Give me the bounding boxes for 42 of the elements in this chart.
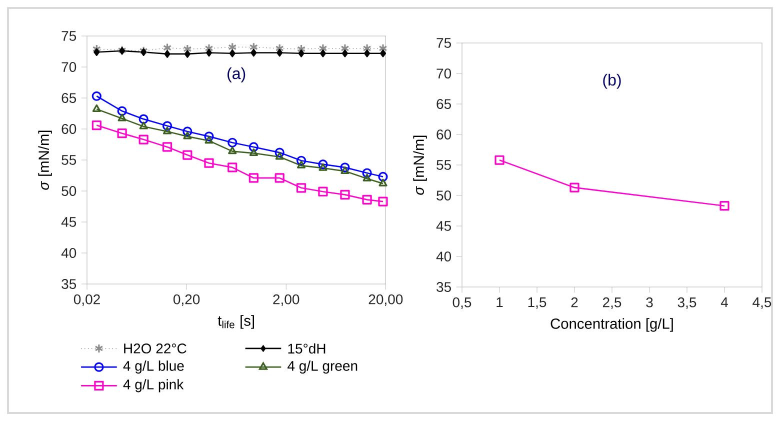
y-tick-label: 45 bbox=[436, 221, 452, 231]
x-tick-label: 4,5 bbox=[752, 297, 772, 309]
y-tick-label: 75 bbox=[436, 38, 452, 48]
x-tick-label: 3 bbox=[646, 297, 653, 308]
x-tick-label: 3,5 bbox=[678, 297, 696, 309]
x-tick-label: 0,20 bbox=[173, 294, 200, 306]
y-tick-label: 40 bbox=[61, 248, 76, 258]
y-tick-label: 35 bbox=[62, 279, 76, 289]
x-axis-title: Concentration [g/L] bbox=[550, 318, 673, 332]
y-tick-label: 40 bbox=[436, 252, 452, 262]
x-tick-label: 1,5 bbox=[528, 297, 546, 309]
y-tick-label: 70 bbox=[436, 68, 452, 78]
text: (a) bbox=[228, 67, 246, 82]
y-tick-label: 65 bbox=[436, 99, 452, 109]
legend-label: 4 g/L pink bbox=[123, 379, 184, 392]
y-tick-label: 75 bbox=[62, 31, 76, 41]
x-tick-label: 2 bbox=[571, 297, 578, 308]
y-tick-label: 55 bbox=[62, 155, 76, 165]
x-axis-title: t$_{life}$ [s] bbox=[218, 315, 254, 329]
y-tick-label: 55 bbox=[436, 160, 452, 170]
legend-label: 15°dH bbox=[288, 343, 326, 354]
y-tick-label: 65 bbox=[62, 93, 76, 103]
legend-label: H2O 22°C bbox=[124, 344, 186, 354]
x-tick-label: 1 bbox=[496, 297, 503, 308]
y-axis-title: σ [mN/m] bbox=[413, 136, 427, 195]
x-tick-label: 4 bbox=[720, 297, 728, 308]
text: (b) bbox=[603, 74, 621, 89]
y-tick-label: 45 bbox=[61, 217, 76, 227]
x-tick-label: 20,00 bbox=[368, 294, 403, 306]
y-tick-label: 50 bbox=[62, 186, 76, 196]
y-tick-label: 70 bbox=[62, 62, 76, 72]
y-tick-label: 60 bbox=[62, 124, 76, 134]
x-tick-label: 0,02 bbox=[74, 294, 100, 306]
x-tick-label: 2,5 bbox=[602, 297, 622, 309]
x-tick-label: 0,5 bbox=[452, 297, 472, 309]
y-tick-label: 50 bbox=[436, 190, 452, 200]
y-tick-label: 60 bbox=[436, 130, 452, 140]
legend-label: 4 g/L blue bbox=[123, 360, 184, 374]
x-tick-label: 2,00 bbox=[273, 294, 300, 306]
y-axis-title: σ [mN/m] bbox=[38, 130, 52, 190]
legend-label: 4 g/L green bbox=[288, 360, 358, 374]
y-tick-label: 35 bbox=[436, 282, 452, 292]
